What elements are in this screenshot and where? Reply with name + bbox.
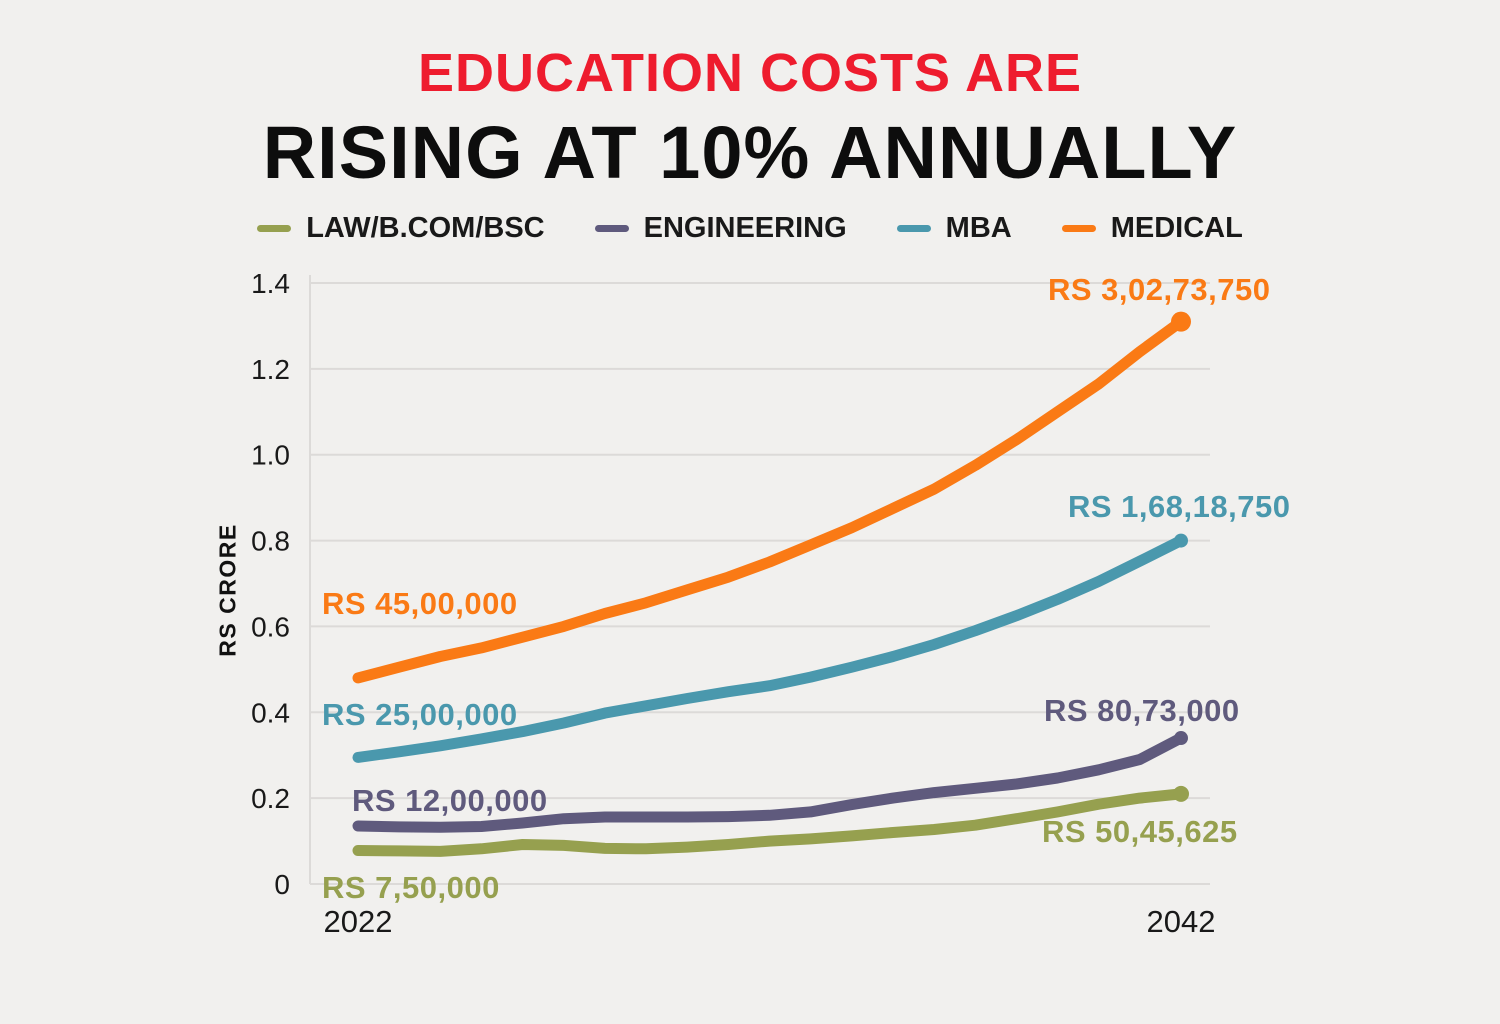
legend-label-engineering: ENGINEERING [643, 212, 847, 244]
annotation-law-end: RS 50,45,625 [1042, 814, 1238, 849]
legend: LAW/B.COM/BSC ENGINEERING MBA MEDICAL [0, 212, 1500, 245]
svg-text:0: 0 [274, 869, 290, 900]
svg-text:2022: 2022 [324, 904, 393, 939]
legend-label-law: LAW/B.COM/BSC [306, 212, 545, 244]
annotation-medical-end: RS 3,02,73,750 [1048, 272, 1271, 307]
svg-text:0.8: 0.8 [251, 526, 290, 557]
svg-text:1.4: 1.4 [251, 268, 290, 299]
annotation-law-start: RS 7,50,000 [322, 870, 500, 905]
annotation-mba-end: RS 1,68,18,750 [1068, 489, 1291, 524]
svg-text:1.0: 1.0 [251, 440, 290, 471]
legend-swatch-medical [1061, 225, 1096, 232]
svg-text:0.6: 0.6 [251, 611, 290, 642]
legend-item-medical: MEDICAL [1061, 212, 1243, 245]
annotation-medical-start: RS 45,00,000 [322, 586, 518, 621]
legend-swatch-mba [896, 225, 931, 232]
svg-text:0.2: 0.2 [251, 783, 290, 814]
legend-swatch-engineering [594, 225, 629, 232]
annotation-engineering-start: RS 12,00,000 [352, 783, 548, 818]
annotation-engineering-end: RS 80,73,000 [1044, 693, 1240, 728]
legend-item-mba: MBA [896, 212, 1012, 245]
svg-text:2042: 2042 [1147, 904, 1216, 939]
svg-text:0.4: 0.4 [251, 697, 290, 728]
legend-item-engineering: ENGINEERING [594, 212, 847, 245]
legend-item-law: LAW/B.COM/BSC [257, 212, 545, 245]
legend-label-medical: MEDICAL [1110, 212, 1243, 244]
title-line-1: EDUCATION COSTS ARE [417, 43, 1083, 103]
annotation-mba-start: RS 25,00,000 [322, 697, 518, 732]
legend-label-mba: MBA [945, 212, 1012, 244]
legend-swatch-law [257, 225, 292, 232]
title-line-2: RISING AT 10% ANNUALLY [262, 111, 1238, 194]
svg-text:1.2: 1.2 [251, 354, 290, 385]
